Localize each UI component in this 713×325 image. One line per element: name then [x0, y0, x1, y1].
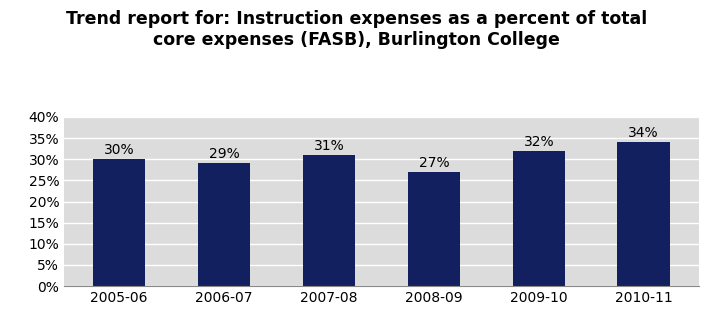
Bar	[303, 155, 355, 286]
Text: 34%: 34%	[628, 126, 659, 140]
Bar	[408, 172, 460, 286]
Text: 31%: 31%	[314, 139, 344, 153]
Text: 30%: 30%	[104, 143, 135, 157]
Bar	[513, 151, 565, 286]
Bar	[617, 142, 670, 286]
Text: 29%: 29%	[209, 147, 240, 162]
Bar	[93, 159, 145, 286]
Text: 27%: 27%	[419, 156, 449, 170]
Bar	[198, 163, 250, 286]
Text: 32%: 32%	[523, 135, 554, 149]
Text: Trend report for: Instruction expenses as a percent of total
core expenses (FASB: Trend report for: Instruction expenses a…	[66, 10, 647, 48]
